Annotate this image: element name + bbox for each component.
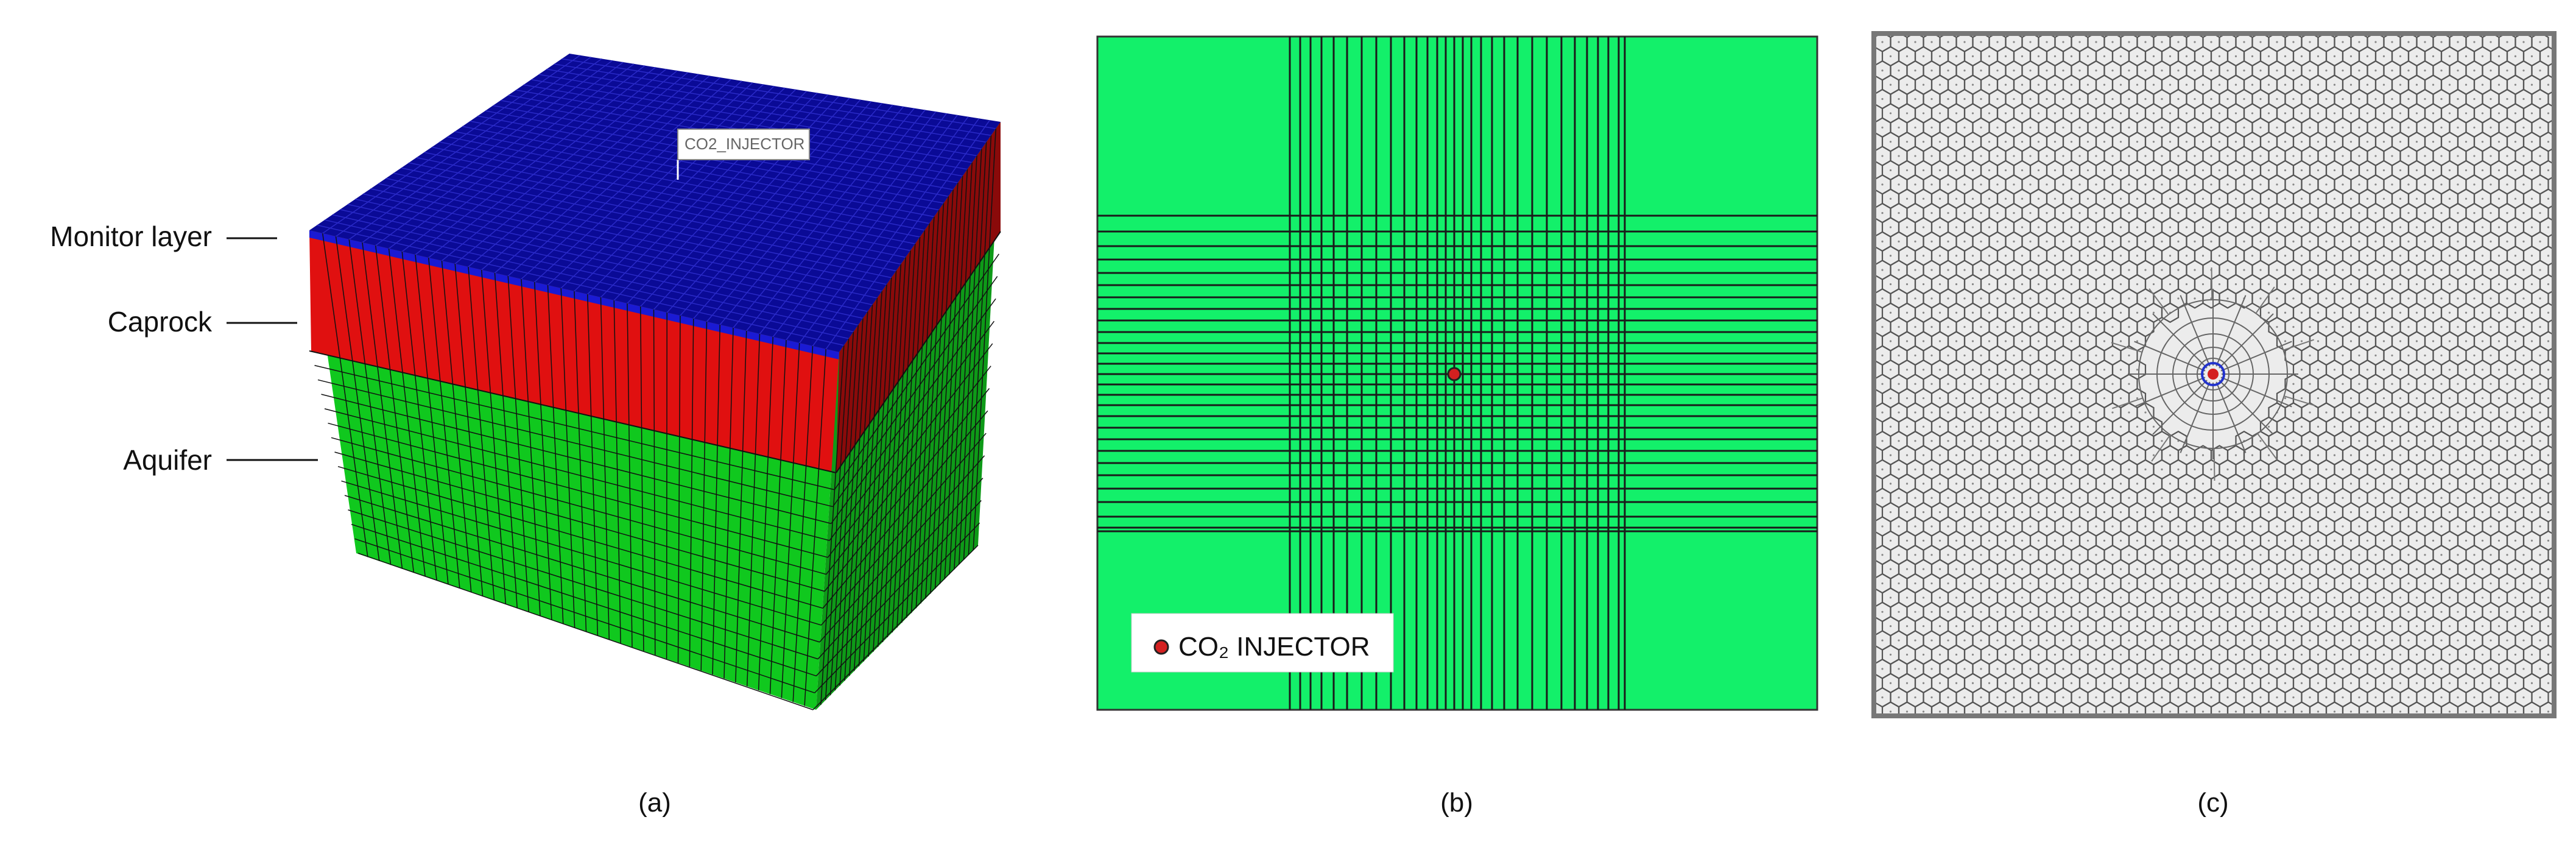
well-refinement-ring bbox=[2201, 362, 2225, 386]
voronoi-boundary bbox=[1871, 31, 2557, 718]
layer-label-caprock: Caprock bbox=[108, 306, 213, 338]
panel-b-2d-grid: CO₂ INJECTOR (b) bbox=[1096, 35, 1818, 818]
well-tag-label: CO2_INJECTOR bbox=[684, 135, 804, 153]
voronoi-cells bbox=[1874, 34, 2554, 716]
panel-a-3d-block: CO2_INJECTOR Monitor layer Caprock Aquif… bbox=[50, 54, 1001, 818]
grid-lines bbox=[1097, 37, 1817, 710]
layer-label-aquifer: Aquifer bbox=[123, 444, 212, 476]
caprock-front-face bbox=[309, 230, 839, 473]
legend: CO₂ INJECTOR bbox=[1131, 613, 1394, 673]
injector-well-marker bbox=[2208, 369, 2219, 380]
panel-c-voronoi-grid: (c) bbox=[1871, 31, 2557, 818]
caption-a: (a) bbox=[638, 788, 671, 818]
legend-label: CO₂ INJECTOR bbox=[1178, 632, 1370, 662]
near-well-radial-refinement bbox=[2111, 267, 2315, 481]
layer-labels: Monitor layer Caprock Aquifer bbox=[50, 221, 318, 476]
caprock-side-face bbox=[836, 122, 1001, 473]
injector-well-marker bbox=[1447, 367, 1462, 381]
legend-box bbox=[1131, 613, 1394, 673]
block-grid-lines bbox=[309, 55, 1001, 710]
top-face bbox=[309, 54, 1001, 352]
well-tag-box bbox=[677, 129, 810, 160]
well-tag: CO2_INJECTOR bbox=[677, 129, 810, 180]
caption-c: (c) bbox=[2197, 788, 2228, 818]
caption-b: (b) bbox=[1440, 788, 1473, 818]
legend-marker bbox=[1153, 639, 1169, 655]
layer-label-monitor: Monitor layer bbox=[50, 221, 212, 252]
